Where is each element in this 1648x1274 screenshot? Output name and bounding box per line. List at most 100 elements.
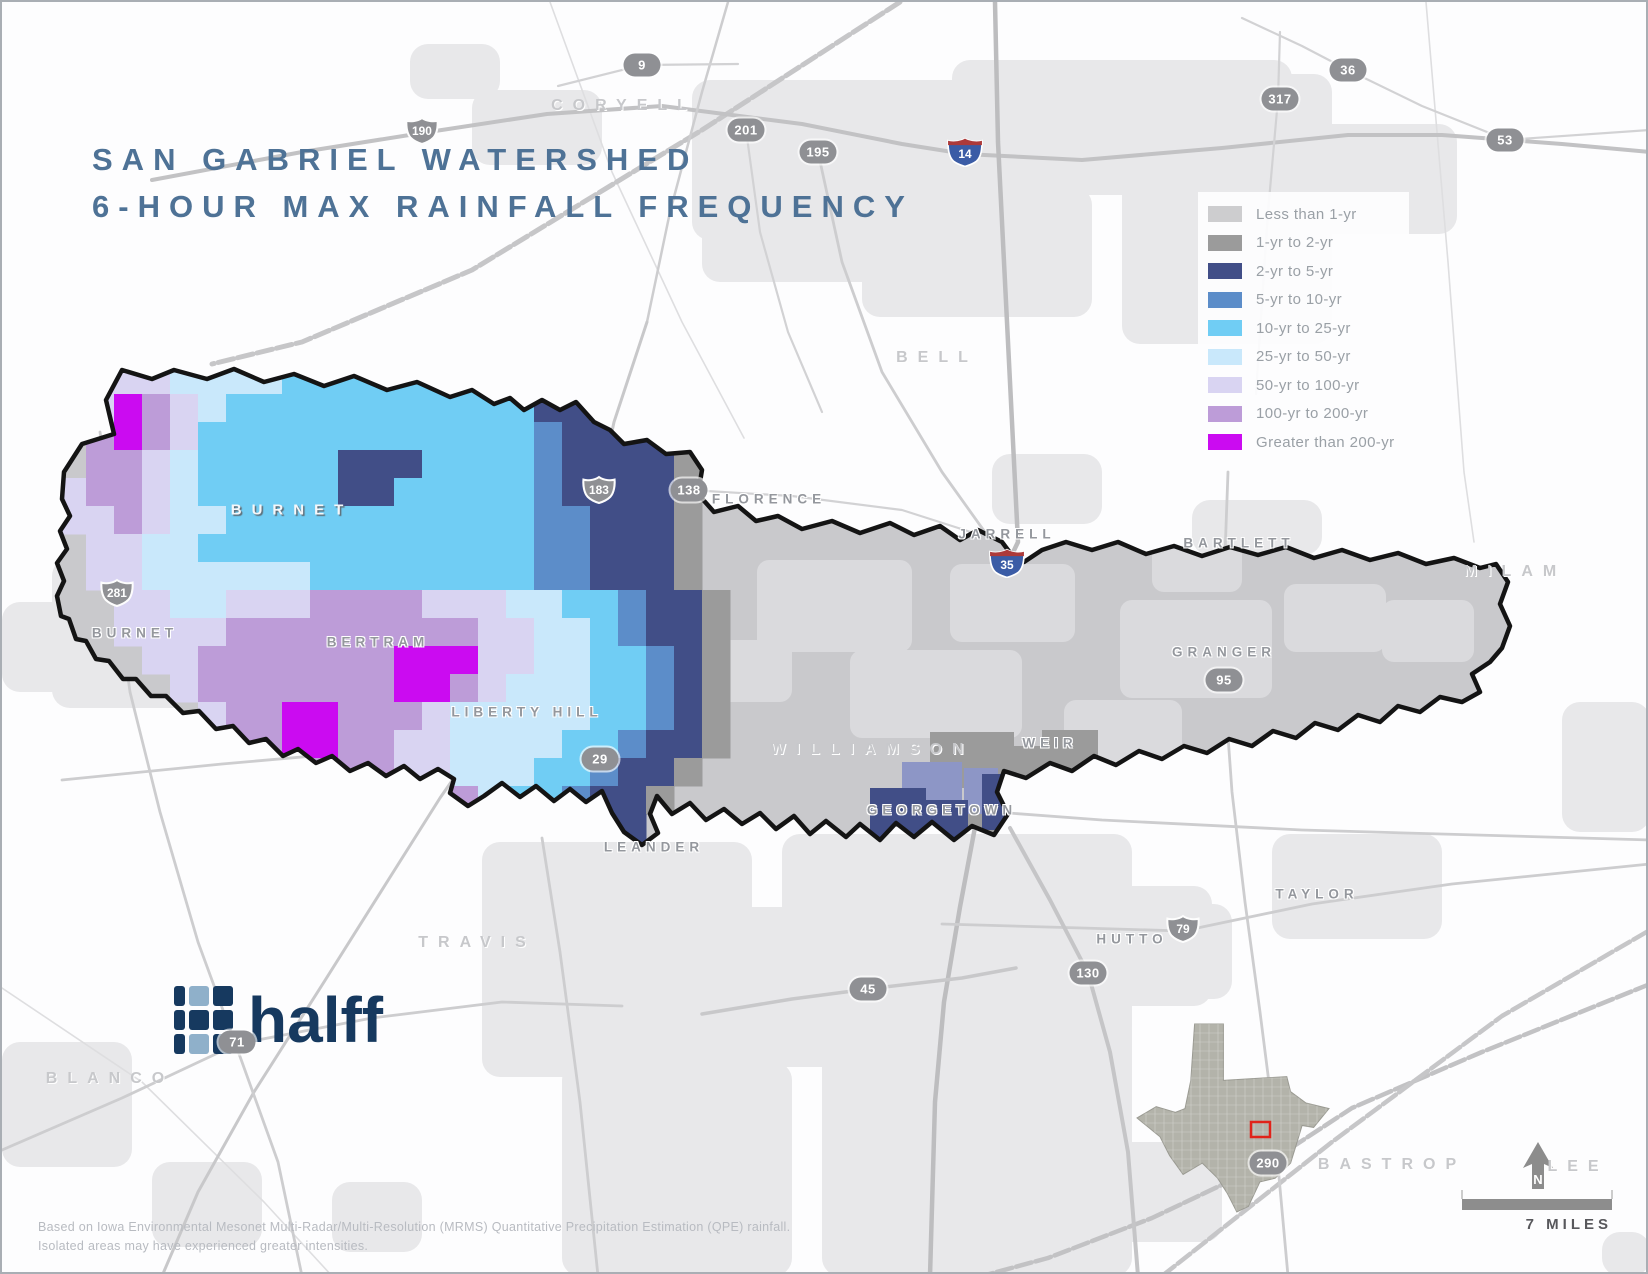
raster-cell: [674, 674, 703, 703]
raster-cell: [478, 702, 507, 731]
halff-logo: halff: [174, 986, 383, 1054]
raster-cell: [478, 562, 507, 591]
raster-cell: [394, 618, 423, 647]
raster-cell: [450, 478, 479, 507]
legend-swatch: [1208, 405, 1242, 422]
raster-cell: [198, 590, 227, 619]
raster-cell: [590, 646, 619, 675]
raster-cell: [226, 534, 255, 563]
raster-cell: [142, 618, 171, 647]
raster-cell: [198, 506, 227, 535]
raster-cell: [198, 562, 227, 591]
svg-text:35: 35: [1000, 558, 1014, 572]
urban-area: [482, 842, 752, 1077]
raster-cell: [114, 506, 143, 535]
raster-cell: [254, 450, 283, 479]
raster-cell: [338, 674, 367, 703]
raster-cell: [394, 730, 423, 759]
city-label-jarrell: JARRELL: [958, 526, 1056, 542]
urban-area: [1272, 834, 1442, 939]
state-route-shield-icon: 71: [218, 1030, 256, 1054]
us-route-shield-icon: 183: [582, 475, 616, 505]
raster-cell: [366, 674, 395, 703]
raster-cell: [338, 702, 367, 731]
raster-cell: [366, 562, 395, 591]
raster-cell: [366, 618, 395, 647]
raster-cell: [114, 394, 143, 423]
raster-cell: [394, 478, 423, 507]
raster-cell: [422, 478, 451, 507]
raster-cell: [394, 674, 423, 703]
raster-cell: [338, 562, 367, 591]
raster-cell: [506, 618, 535, 647]
route-shield-95: 95: [1205, 668, 1243, 692]
raster-cell: [366, 394, 395, 423]
raster-cell: [338, 506, 367, 535]
raster-cell: [646, 702, 675, 731]
raster-cell: [366, 590, 395, 619]
raster-cell: [310, 478, 339, 507]
raster-cell: [422, 590, 451, 619]
raster-cell: [590, 618, 619, 647]
raster-cell: [394, 394, 423, 423]
raster-cell: [366, 422, 395, 451]
raster-cell: [450, 450, 479, 479]
svg-text:14: 14: [958, 147, 972, 161]
raster-cell: [422, 506, 451, 535]
halff-logo-text: halff: [248, 984, 384, 1056]
legend-item: 50-yr to 100-yr: [1208, 371, 1395, 400]
raster-cell: [170, 422, 199, 451]
raster-cell: [394, 534, 423, 563]
raster-cell: [506, 478, 535, 507]
urban-area: [562, 1062, 792, 1272]
raster-cell: [618, 534, 647, 563]
raster-cell: [590, 506, 619, 535]
raster-cell: [674, 646, 703, 675]
raster-cell: [506, 702, 535, 731]
raster-cell: [618, 450, 647, 479]
legend-label: 10-yr to 25-yr: [1256, 319, 1351, 337]
state-route-shield-icon: 36: [1329, 58, 1367, 82]
raster-cell: [254, 562, 283, 591]
city-label-florence: FLORENCE: [711, 491, 827, 507]
city-label-bertram: BERTRAM: [326, 634, 430, 650]
county-label-coryell: CORYELL: [551, 97, 697, 114]
raster-cell: [282, 534, 311, 563]
raster-cell: [590, 590, 619, 619]
raster-cell: [338, 618, 367, 647]
raster-cell: [114, 534, 143, 563]
road-line: [2, 1000, 624, 1152]
raster-cell: [170, 394, 199, 423]
raster-cell: [422, 674, 451, 703]
raster-cell: [534, 534, 563, 563]
raster-cell: [506, 590, 535, 619]
raster-cell: [338, 478, 367, 507]
raster-cell: [310, 562, 339, 591]
state-route-shield-icon: 95: [1205, 668, 1243, 692]
svg-text:190: 190: [412, 124, 432, 138]
raster-cell: [422, 534, 451, 563]
urban-area: [152, 1162, 262, 1247]
road-line: [1163, 929, 1646, 1272]
raster-cell: [366, 506, 395, 535]
legend: Less than 1-yr 1-yr to 2-yr 2-yr to 5-yr 5-…: [1198, 192, 1409, 465]
raster-cell: [338, 394, 367, 423]
raster-cell: [646, 758, 675, 787]
state-route-shield-icon: 29: [581, 747, 619, 771]
raster-cell: [310, 618, 339, 647]
legend-label: 100-yr to 200-yr: [1256, 405, 1369, 423]
raster-cell: [506, 506, 535, 535]
legend-swatch: [1208, 291, 1242, 308]
raster-cell: [394, 702, 423, 731]
legend-item: 10-yr to 25-yr: [1208, 314, 1395, 343]
urban-area: [1562, 702, 1646, 832]
raster-cell: [534, 562, 563, 591]
raster-cell: [562, 618, 591, 647]
raster-cell: [618, 730, 647, 759]
raster-cell: [310, 730, 339, 759]
legend-swatch: [1208, 434, 1242, 451]
raster-cell: [282, 702, 311, 731]
raster-cell: [478, 674, 507, 703]
raster-cell: [366, 646, 395, 675]
city-label-georgetown: GEORGETOWN: [866, 802, 1018, 818]
